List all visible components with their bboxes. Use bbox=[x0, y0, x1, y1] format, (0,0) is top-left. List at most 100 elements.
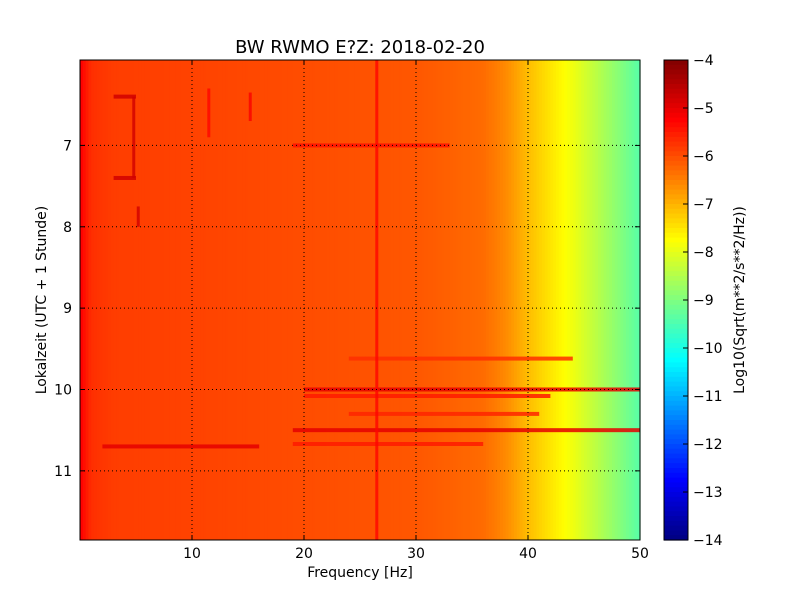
heatmap-cell bbox=[402, 60, 406, 540]
heatmap-cell bbox=[225, 60, 229, 540]
heatmap-cell bbox=[197, 60, 201, 540]
heatmap-cell bbox=[194, 60, 199, 540]
colorbar-ticks: −4 −5 −6 −7 −8 −9 −10 −11 −12 −13 −14 bbox=[683, 53, 723, 549]
spectral-band bbox=[292, 428, 640, 433]
heatmap-cell bbox=[239, 60, 243, 540]
colorbar-tick-label: −14 bbox=[693, 533, 723, 549]
colorbar-segment bbox=[664, 367, 688, 373]
colorbar-tick-label: −9 bbox=[693, 293, 714, 309]
colorbar-segment bbox=[664, 84, 688, 90]
colorbar-segment bbox=[664, 218, 688, 224]
colorbar-segment bbox=[664, 271, 688, 277]
colorbar-segment bbox=[664, 343, 688, 349]
heatmap-cell bbox=[301, 60, 305, 540]
colorbar-segment bbox=[664, 232, 688, 239]
colorbar-tick-label: −11 bbox=[693, 389, 723, 405]
spectral-band bbox=[113, 94, 136, 99]
heatmap-cell bbox=[530, 60, 535, 540]
heatmap-cell bbox=[404, 60, 409, 540]
spectrogram-heatmap bbox=[80, 60, 641, 540]
heatmap-cell bbox=[234, 60, 238, 540]
heatmap-cell bbox=[416, 60, 420, 540]
heatmap-cell bbox=[480, 60, 484, 540]
heatmap-cell bbox=[631, 60, 635, 540]
colorbar-segment bbox=[664, 429, 688, 435]
heatmap-cell bbox=[147, 60, 151, 540]
spectral-band bbox=[348, 411, 540, 416]
heatmap-cell bbox=[609, 60, 613, 540]
colorbar bbox=[664, 60, 688, 541]
colorbar-segment bbox=[664, 69, 688, 75]
heatmap-cell bbox=[166, 60, 171, 540]
chart-title: BW RWMO E?Z: 2018-02-20 bbox=[235, 37, 485, 58]
colorbar-segment bbox=[664, 136, 688, 143]
x-tick-label: 10 bbox=[183, 546, 201, 562]
heatmap-cell bbox=[329, 60, 333, 540]
colorbar-segment bbox=[664, 74, 688, 80]
heatmap-cell bbox=[626, 60, 630, 540]
heatmap-cell bbox=[124, 60, 129, 540]
heatmap-cell bbox=[564, 60, 568, 540]
colorbar-segment bbox=[664, 141, 688, 147]
heatmap-cell bbox=[581, 60, 585, 540]
heatmap-cell bbox=[595, 60, 599, 540]
colorbar-segment bbox=[664, 108, 688, 114]
heatmap-cell bbox=[598, 60, 602, 540]
heatmap-cell bbox=[486, 60, 490, 540]
heatmap-cell bbox=[575, 60, 579, 540]
colorbar-segment bbox=[664, 117, 688, 123]
colorbar-segment bbox=[664, 391, 688, 397]
heatmap-cell bbox=[547, 60, 551, 540]
heatmap-cell bbox=[427, 60, 431, 540]
x-tick-label: 40 bbox=[519, 546, 537, 562]
colorbar-segment bbox=[664, 444, 688, 450]
colorbar-segment bbox=[664, 213, 688, 219]
heatmap-cell bbox=[508, 60, 512, 540]
heatmap-cell bbox=[189, 60, 193, 540]
heatmap-cell bbox=[606, 60, 610, 540]
spectral-line bbox=[132, 96, 136, 178]
y-tick-label: 9 bbox=[63, 301, 72, 317]
heatmap-cell bbox=[222, 60, 227, 540]
heatmap-cell bbox=[472, 60, 476, 540]
colorbar-segment bbox=[664, 146, 688, 152]
colorbar-segment bbox=[664, 60, 688, 66]
colorbar-segment bbox=[664, 132, 688, 138]
heatmap-cell bbox=[292, 60, 297, 540]
spectral-band bbox=[292, 143, 450, 148]
colorbar-segment bbox=[664, 357, 688, 363]
heatmap-cell bbox=[488, 60, 493, 540]
heatmap-cell bbox=[253, 60, 257, 540]
heatmap-cell bbox=[312, 60, 316, 540]
colorbar-segment bbox=[664, 348, 688, 354]
colorbar-segment bbox=[664, 511, 688, 517]
colorbar-segment bbox=[664, 448, 688, 455]
heatmap-cell bbox=[242, 60, 246, 540]
colorbar-segment bbox=[664, 333, 688, 339]
heatmap-cell bbox=[284, 60, 288, 540]
heatmap-cell bbox=[533, 60, 537, 540]
heatmap-cell bbox=[455, 60, 459, 540]
colorbar-segment bbox=[664, 170, 688, 176]
heatmap-cell bbox=[287, 60, 291, 540]
heatmap-cell bbox=[158, 60, 162, 540]
colorbar-segment bbox=[664, 362, 688, 368]
heatmap-cell bbox=[264, 60, 269, 540]
heatmap-cell bbox=[432, 60, 437, 540]
colorbar-segment bbox=[664, 352, 688, 359]
heatmap-cell bbox=[273, 60, 277, 540]
heatmap-cell bbox=[449, 60, 453, 540]
heatmap-cell bbox=[494, 60, 498, 540]
colorbar-segment bbox=[664, 472, 688, 479]
colorbar-segment bbox=[664, 204, 688, 210]
heatmap-cell bbox=[558, 60, 563, 540]
heatmap-cell bbox=[105, 60, 109, 540]
colorbar-segment bbox=[664, 242, 688, 248]
heatmap-cell bbox=[164, 60, 168, 540]
heatmap-cell bbox=[211, 60, 215, 540]
heatmap-cell bbox=[250, 60, 255, 540]
spectral-band bbox=[348, 356, 573, 361]
heatmap-cell bbox=[444, 60, 448, 540]
heatmap-cell bbox=[141, 60, 145, 540]
colorbar-segment bbox=[664, 194, 688, 200]
